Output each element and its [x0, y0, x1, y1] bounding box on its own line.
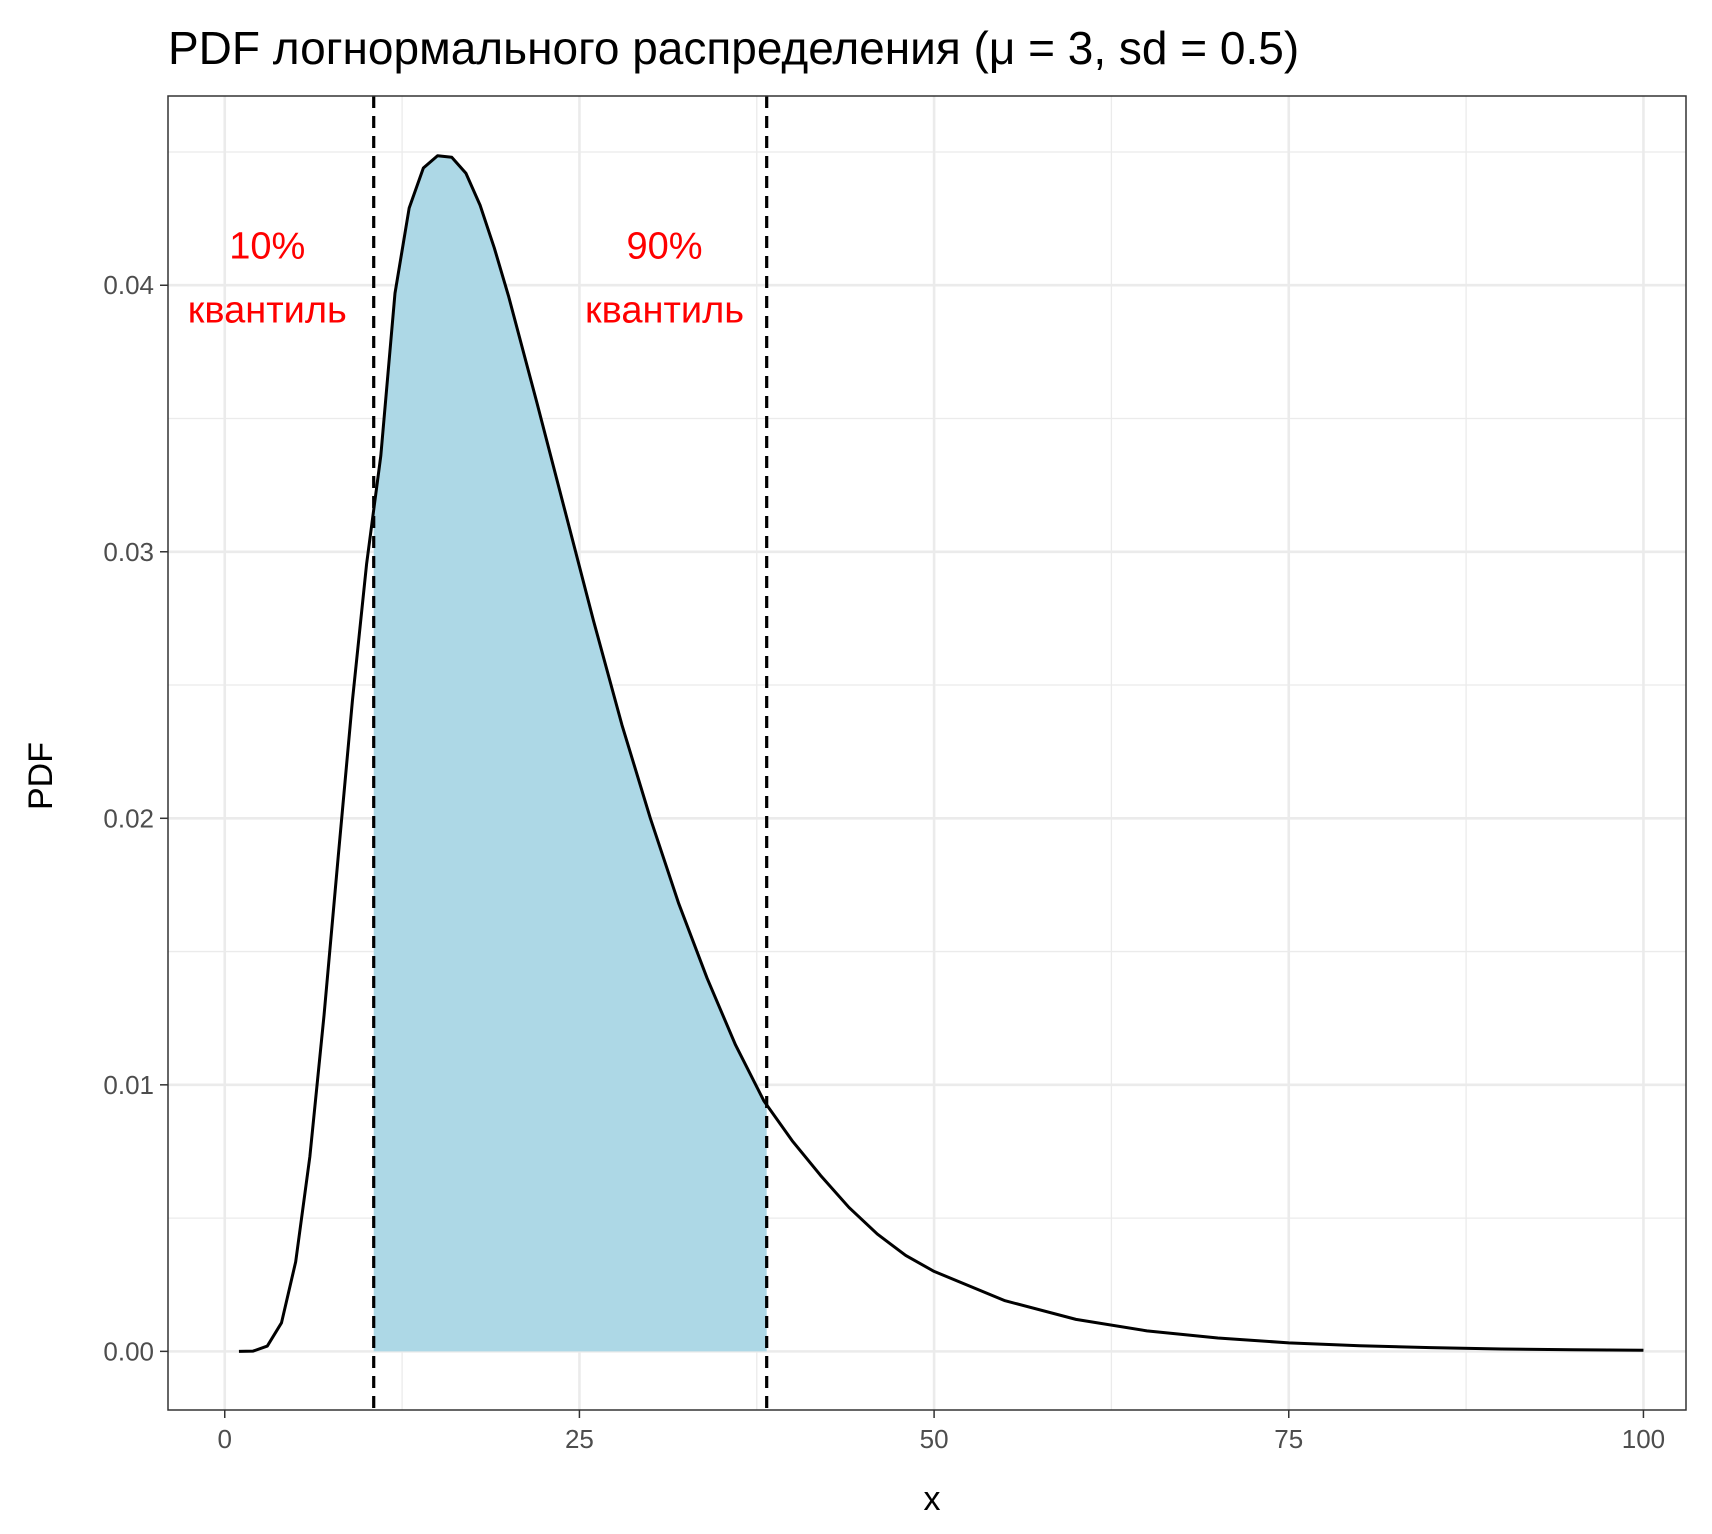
annotation-label: квантиль: [585, 290, 744, 332]
x-tick-label: 50: [920, 1424, 949, 1454]
chart-title: PDF логнормального распределения (μ = 3,…: [168, 22, 1299, 74]
shaded-quantile-area: [373, 155, 767, 1352]
pdf-curve-line: [238, 154, 1644, 1353]
x-axis: 0 25 50 75 100: [218, 1410, 1665, 1454]
y-tick-label: 0.04: [103, 270, 154, 300]
y-tick-label: 0.02: [103, 803, 154, 833]
x-tick-label: 75: [1274, 1424, 1303, 1454]
quantile-annotations: 10% квантиль 90% квантиль: [188, 226, 744, 332]
x-tick-label: 100: [1622, 1424, 1665, 1454]
annotation-percent: 90%: [627, 226, 703, 268]
annotation-percent: 10%: [229, 226, 305, 268]
y-axis: 0.00 0.01 0.02 0.03 0.04: [103, 270, 168, 1366]
x-axis-title: x: [924, 1480, 941, 1518]
panel-border: [167, 95, 1687, 1411]
y-tick-label: 0.01: [103, 1070, 154, 1100]
y-tick-label: 0.00: [103, 1336, 154, 1366]
annotation-label: квантиль: [188, 290, 347, 332]
x-tick-label: 25: [565, 1424, 594, 1454]
y-axis-title: PDF: [22, 742, 60, 810]
plot-panel: 10% квантиль 90% квантиль: [167, 95, 1687, 1411]
x-tick-label: 0: [218, 1424, 232, 1454]
y-tick-label: 0.03: [103, 537, 154, 567]
